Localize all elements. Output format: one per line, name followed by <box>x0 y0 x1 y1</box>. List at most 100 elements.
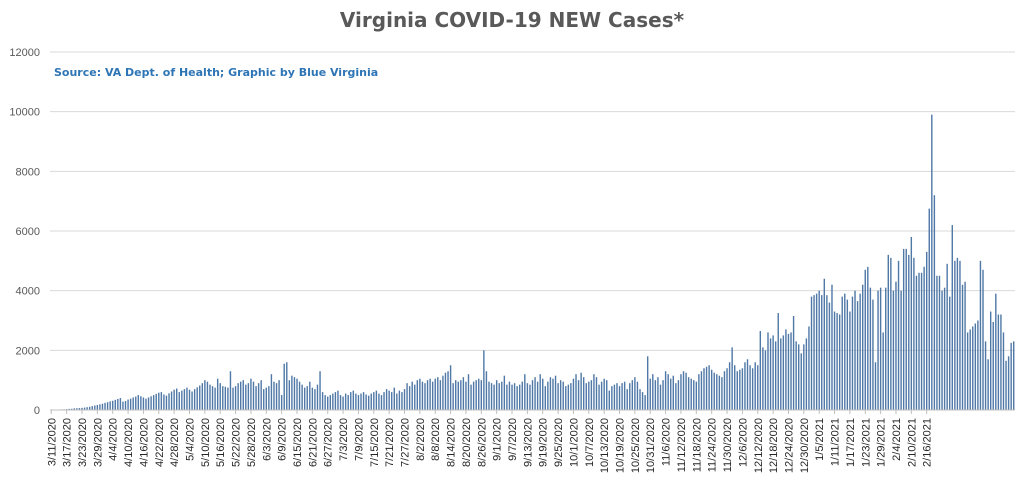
bar <box>698 374 700 410</box>
x-tick-label: 3/17/2020 <box>62 418 74 467</box>
bar <box>201 383 204 410</box>
bar <box>334 392 337 410</box>
bar <box>511 384 513 410</box>
bar <box>196 387 198 410</box>
bar <box>721 377 723 410</box>
bar <box>741 368 744 410</box>
bar <box>1013 341 1015 410</box>
bar <box>309 381 311 410</box>
bar <box>168 393 170 410</box>
bar <box>746 359 749 410</box>
bar <box>603 378 605 410</box>
bar <box>567 384 570 410</box>
bar <box>941 290 943 410</box>
bar <box>142 397 145 410</box>
bar <box>792 316 795 410</box>
x-tick-label: 4/10/2020 <box>123 418 135 467</box>
bar <box>137 395 140 410</box>
bar <box>206 381 209 410</box>
bar <box>608 390 610 410</box>
bar <box>431 381 434 410</box>
chart-title: Virginia COVID-19 NEW Cases* <box>339 8 685 32</box>
x-tick-label: 1/17/2021 <box>845 418 857 467</box>
bar <box>767 332 769 410</box>
x-tick-label: 10/31/2020 <box>645 418 657 473</box>
bar <box>908 254 910 410</box>
bar <box>593 374 595 410</box>
bar <box>117 398 119 410</box>
bar <box>769 338 772 410</box>
x-tick-label: 2/4/2021 <box>891 418 903 461</box>
bar <box>749 365 751 410</box>
x-tick-label: 2/16/2021 <box>922 418 934 467</box>
x-tick-label: 12/12/2020 <box>753 418 765 473</box>
x-tick-label: 8/14/2020 <box>446 418 458 467</box>
bar <box>938 275 941 410</box>
x-tick-label: 5/22/2020 <box>231 418 243 467</box>
bar <box>178 392 180 410</box>
bar <box>252 381 255 410</box>
bar <box>296 378 298 410</box>
bar <box>710 369 713 410</box>
bar <box>828 302 831 410</box>
bar <box>119 398 122 410</box>
bar <box>885 287 887 410</box>
bar <box>421 381 424 410</box>
bar <box>521 381 523 410</box>
bar <box>419 378 421 410</box>
bar <box>452 383 454 410</box>
bar <box>943 287 946 410</box>
x-tick-label: 7/9/2020 <box>353 418 365 461</box>
bar <box>654 380 657 410</box>
x-tick-label: 5/10/2020 <box>200 418 212 467</box>
bar <box>401 392 403 410</box>
bar <box>96 404 99 410</box>
bar <box>882 332 884 410</box>
bar <box>101 403 104 410</box>
bar <box>595 377 598 410</box>
bar <box>787 333 790 410</box>
bar <box>365 394 367 410</box>
bar <box>329 395 331 410</box>
bar <box>68 408 70 410</box>
bar <box>472 381 475 410</box>
bar <box>849 311 851 410</box>
x-tick-label: 10/25/2020 <box>630 418 642 473</box>
bar <box>670 378 672 410</box>
bar <box>378 393 380 410</box>
bar <box>588 381 590 410</box>
bar <box>841 296 843 410</box>
bar <box>621 383 623 410</box>
bar <box>867 266 869 410</box>
bar <box>234 386 237 410</box>
bar <box>987 359 989 410</box>
x-tick-label: 1/29/2021 <box>876 418 888 467</box>
bar <box>585 383 587 410</box>
x-tick-label: 6/21/2020 <box>307 418 319 467</box>
bar <box>298 381 301 410</box>
bar <box>78 408 81 410</box>
bar <box>513 383 516 410</box>
bar <box>759 330 762 410</box>
bar <box>275 383 278 410</box>
y-tick-label: 12000 <box>9 47 40 59</box>
x-tick-label: 5/4/2020 <box>185 418 197 461</box>
bar <box>818 290 820 410</box>
bar <box>439 380 442 410</box>
bar <box>414 384 416 410</box>
bar <box>989 311 992 410</box>
bar <box>992 321 994 410</box>
bar <box>332 393 334 410</box>
bar <box>949 296 951 410</box>
bar <box>186 387 188 411</box>
bar <box>286 362 288 410</box>
bar <box>181 390 183 410</box>
bar <box>887 254 889 410</box>
x-tick-label: 11/6/2020 <box>661 418 673 466</box>
bar <box>693 380 695 410</box>
bar <box>838 314 841 410</box>
bar <box>403 389 406 410</box>
bar <box>636 381 639 410</box>
bar <box>314 389 316 410</box>
